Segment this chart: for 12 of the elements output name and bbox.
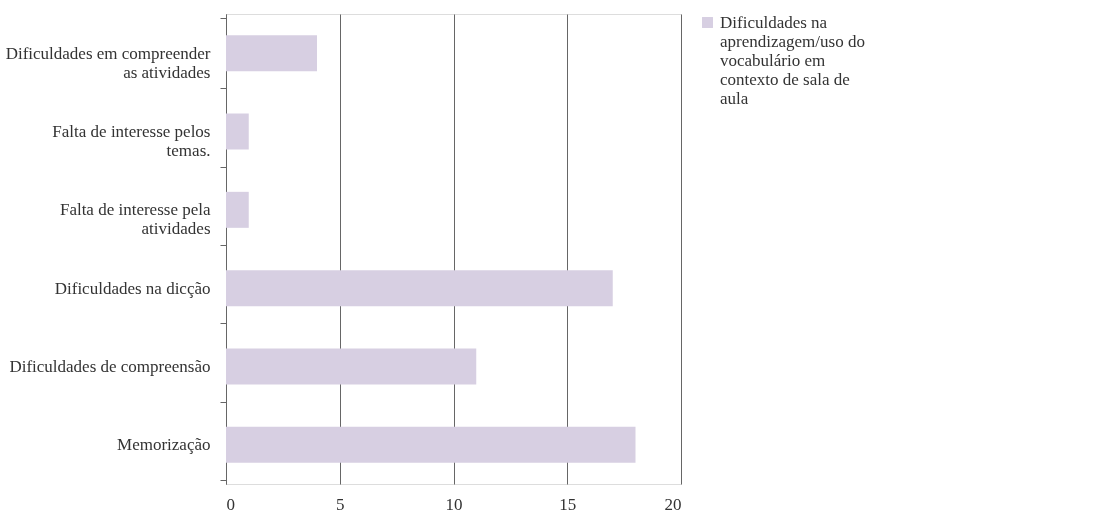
y-tick-label: Memorização bbox=[117, 435, 211, 455]
x-tick-label: 5 bbox=[336, 494, 345, 514]
x-tick-label: 15 bbox=[559, 494, 577, 514]
x-tick-label: 10 bbox=[445, 494, 463, 514]
y-tick-label: Dificuldades na dicção bbox=[54, 278, 211, 298]
x-tick-label: 20 bbox=[664, 494, 682, 514]
y-tick-label: Falta de interesse pela atividades bbox=[59, 200, 211, 239]
y-tick-label: Falta de interesse pelos temas. bbox=[52, 122, 211, 160]
legend-label: Dificuldades na aprendizagem/uso do vocabulário em contexto de sala de aula bbox=[720, 12, 865, 108]
y-tick-label: Dificuldades de compreensão bbox=[9, 357, 211, 376]
y-tick-label: Dificuldades em compreender as atividades bbox=[5, 43, 211, 82]
x-tick-label: 0 bbox=[226, 494, 235, 514]
